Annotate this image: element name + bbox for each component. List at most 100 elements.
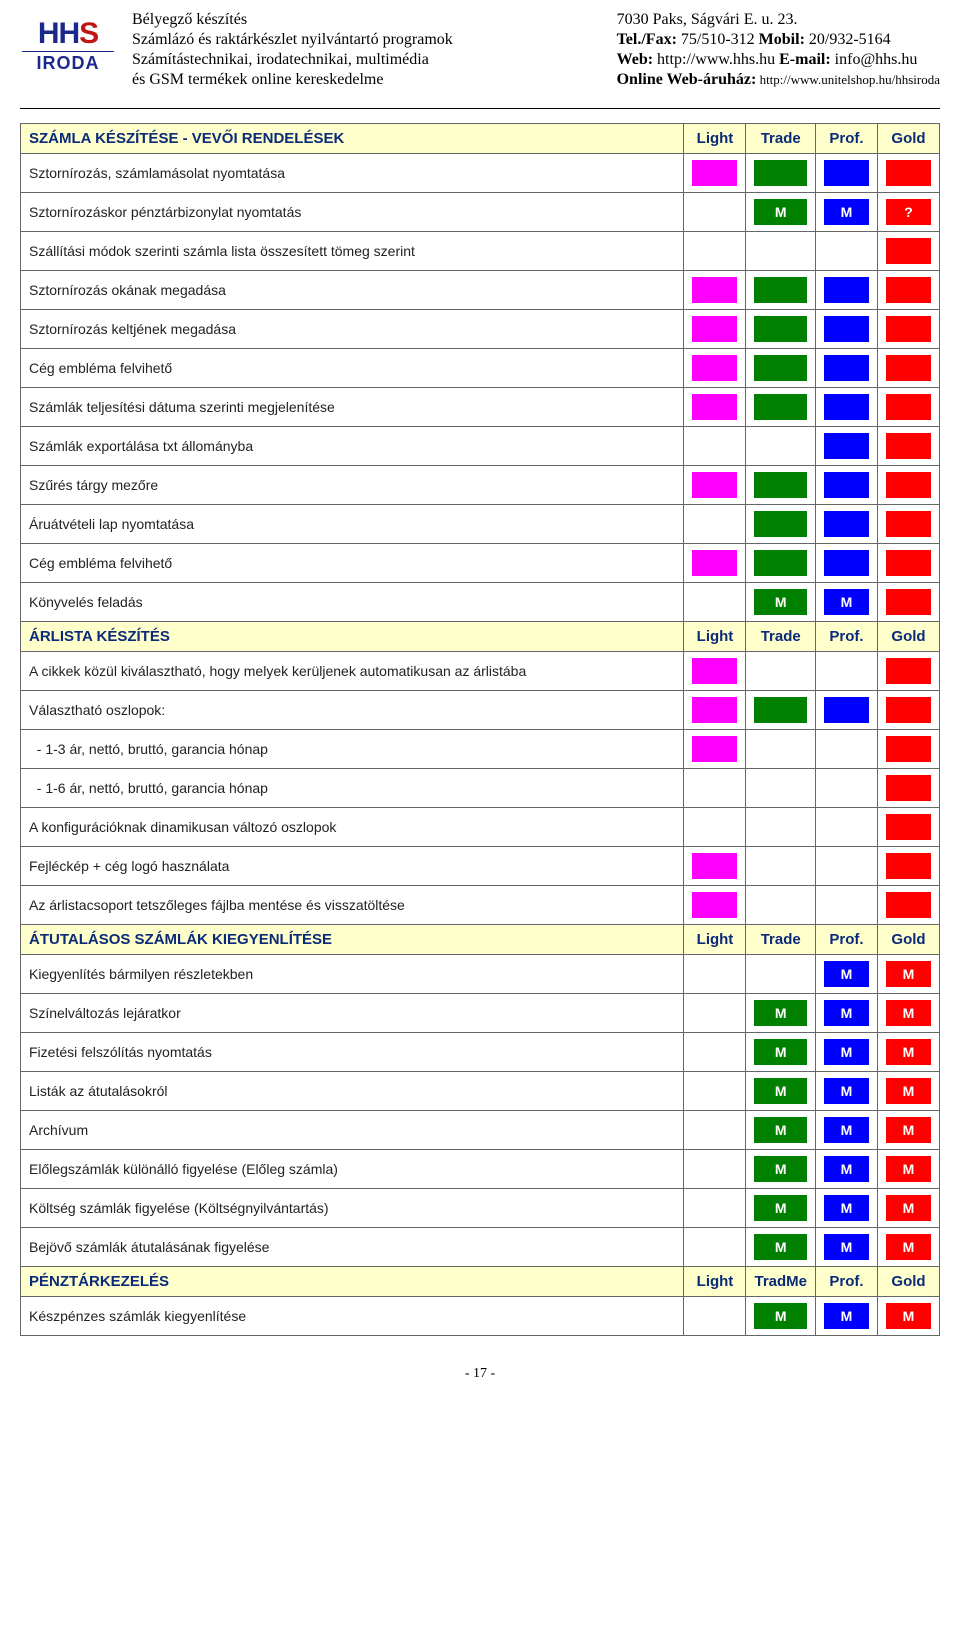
feature-cell bbox=[684, 1072, 746, 1111]
table-row: Előlegszámlák különálló figyelése (Előle… bbox=[21, 1150, 940, 1189]
feature-cell bbox=[746, 808, 816, 847]
feature-label: A konfigurációknak dinamikusan változó o… bbox=[21, 808, 684, 847]
feature-cell bbox=[684, 1033, 746, 1072]
feature-cell bbox=[816, 847, 878, 886]
feature-cell: M bbox=[816, 1228, 878, 1267]
feature-cell bbox=[684, 652, 746, 691]
feature-cell bbox=[684, 847, 746, 886]
feature-cell bbox=[816, 232, 878, 271]
feature-cell-box bbox=[824, 550, 869, 576]
feature-cell bbox=[878, 730, 940, 769]
feature-cell-box bbox=[824, 433, 869, 459]
feature-cell-box bbox=[824, 814, 869, 840]
column-header: Trade bbox=[746, 622, 816, 652]
feature-cell: M bbox=[878, 1111, 940, 1150]
feature-cell-box: M bbox=[824, 1117, 869, 1143]
feature-cell-box bbox=[824, 394, 869, 420]
feature-cell-box: M bbox=[754, 1117, 807, 1143]
column-header: Prof. bbox=[816, 622, 878, 652]
feature-cell bbox=[684, 1111, 746, 1150]
feature-cell: M bbox=[878, 1189, 940, 1228]
feature-cell-box bbox=[692, 1039, 737, 1065]
feature-cell-box: M bbox=[754, 1078, 807, 1104]
feature-cell bbox=[816, 769, 878, 808]
feature-cell-box bbox=[886, 736, 931, 762]
feature-cell-box bbox=[692, 433, 737, 459]
feature-cell-box bbox=[754, 277, 807, 303]
table-row: A cikkek közül kiválasztható, hogy melye… bbox=[21, 652, 940, 691]
feature-cell-box bbox=[824, 472, 869, 498]
table-row: - 1-3 ár, nettó, bruttó, garancia hónap bbox=[21, 730, 940, 769]
feature-cell-box bbox=[886, 277, 931, 303]
feature-cell-box: M bbox=[886, 1117, 931, 1143]
feature-comparison-table: SZÁMLA KÉSZÍTÉSE - VEVŐI RENDELÉSEKLight… bbox=[20, 123, 940, 1336]
feature-cell-box bbox=[886, 433, 931, 459]
column-header: TradMe bbox=[746, 1267, 816, 1297]
feature-cell bbox=[684, 886, 746, 925]
feature-cell bbox=[816, 154, 878, 193]
feature-cell bbox=[746, 466, 816, 505]
feature-label: Kiegyenlítés bármilyen részletekben bbox=[21, 955, 684, 994]
feature-cell: M bbox=[746, 1033, 816, 1072]
feature-cell-box bbox=[754, 892, 807, 918]
column-header: Prof. bbox=[816, 925, 878, 955]
logo-bottom: IRODA bbox=[37, 54, 100, 72]
feature-cell-box bbox=[692, 775, 737, 801]
feature-cell: M bbox=[746, 1072, 816, 1111]
table-row: Sztornírozás keltjének megadása bbox=[21, 310, 940, 349]
feature-cell-box bbox=[692, 160, 737, 186]
header-rule bbox=[20, 108, 940, 109]
feature-cell bbox=[684, 193, 746, 232]
feature-label: Készpénzes számlák kiegyenlítése bbox=[21, 1297, 684, 1336]
feature-cell bbox=[684, 388, 746, 427]
feature-cell: M bbox=[878, 1228, 940, 1267]
feature-cell: M bbox=[746, 994, 816, 1033]
feature-cell-box bbox=[824, 697, 869, 723]
feature-cell-box bbox=[886, 550, 931, 576]
feature-cell bbox=[684, 427, 746, 466]
feature-cell: M bbox=[816, 1111, 878, 1150]
feature-cell-box: M bbox=[754, 199, 807, 225]
header-right-line: Online Web-áruház: http://www.unitelshop… bbox=[617, 70, 940, 90]
feature-cell-box bbox=[754, 775, 807, 801]
feature-cell: M bbox=[878, 994, 940, 1033]
feature-cell bbox=[684, 583, 746, 622]
feature-cell-box: M bbox=[824, 1156, 869, 1182]
feature-cell bbox=[684, 1228, 746, 1267]
feature-cell bbox=[878, 466, 940, 505]
column-header: Light bbox=[684, 1267, 746, 1297]
feature-label: - 1-6 ár, nettó, bruttó, garancia hónap bbox=[21, 769, 684, 808]
feature-cell bbox=[878, 388, 940, 427]
feature-cell-box: M bbox=[824, 1303, 869, 1329]
feature-label: Fejléckép + cég logó használata bbox=[21, 847, 684, 886]
feature-cell-box: M bbox=[886, 1303, 931, 1329]
feature-cell-box bbox=[692, 1234, 737, 1260]
feature-cell-box bbox=[886, 853, 931, 879]
feature-cell-box bbox=[692, 1303, 737, 1329]
feature-cell bbox=[878, 271, 940, 310]
feature-cell-box bbox=[692, 316, 737, 342]
feature-cell bbox=[684, 1150, 746, 1189]
feature-cell bbox=[816, 388, 878, 427]
feature-cell bbox=[878, 808, 940, 847]
feature-cell-box bbox=[754, 355, 807, 381]
feature-cell bbox=[878, 427, 940, 466]
feature-cell-box: M bbox=[824, 199, 869, 225]
feature-cell bbox=[746, 232, 816, 271]
feature-cell bbox=[816, 886, 878, 925]
feature-cell-box: M bbox=[886, 1039, 931, 1065]
column-header: Light bbox=[684, 925, 746, 955]
column-header: Trade bbox=[746, 124, 816, 154]
feature-cell bbox=[816, 349, 878, 388]
feature-cell-box: M bbox=[754, 1156, 807, 1182]
table-row: Színelváltozás lejáratkorMMM bbox=[21, 994, 940, 1033]
feature-cell-box bbox=[692, 1117, 737, 1143]
feature-cell-box bbox=[692, 394, 737, 420]
column-header: Prof. bbox=[816, 124, 878, 154]
feature-label: Költség számlák figyelése (Költségnyilvá… bbox=[21, 1189, 684, 1228]
feature-label: A cikkek közül kiválasztható, hogy melye… bbox=[21, 652, 684, 691]
table-row: A konfigurációknak dinamikusan változó o… bbox=[21, 808, 940, 847]
feature-cell: M bbox=[816, 1033, 878, 1072]
feature-cell-box: M bbox=[886, 1000, 931, 1026]
feature-cell-box: M bbox=[886, 1195, 931, 1221]
